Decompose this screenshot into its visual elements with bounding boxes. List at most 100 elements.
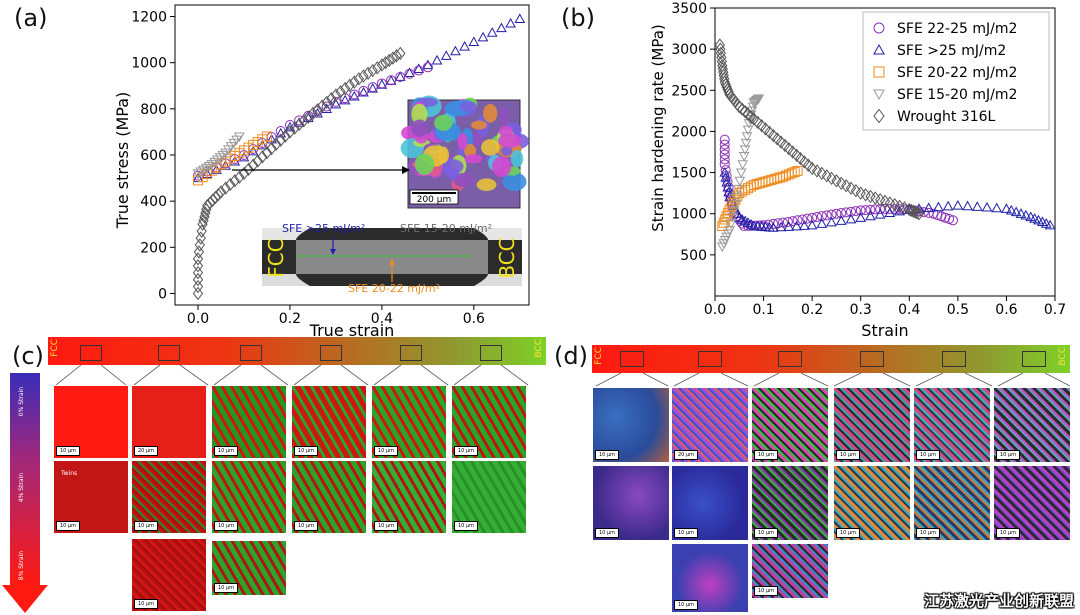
legend-label: SFE 15-20 mJ/m2 xyxy=(897,87,1017,103)
chart-a-ytick-label: 200 xyxy=(140,240,167,256)
strain-arrowhead-c xyxy=(2,585,48,613)
tile-scale-bar: 10 μm xyxy=(214,521,239,531)
inset-grain xyxy=(476,178,497,192)
chart-a-series-3 xyxy=(192,132,245,179)
ebsd-tile-d-r1: 10 μm xyxy=(913,387,991,463)
chart-a-point xyxy=(358,86,369,97)
chart-a-point xyxy=(204,196,216,210)
chart-b-point xyxy=(723,186,734,197)
chart-a-point xyxy=(372,61,383,75)
chart-b-xlabel: Strain xyxy=(861,321,908,340)
chart-a-point xyxy=(192,286,204,301)
chart-a-point xyxy=(367,82,378,93)
chart-b-point xyxy=(791,220,802,231)
chart-b-point xyxy=(727,212,738,223)
twins-label: Twins xyxy=(61,470,78,477)
chart-a-xtick-label: 0.4 xyxy=(371,311,393,327)
chart-b-point xyxy=(904,202,915,217)
chart-b-point xyxy=(739,215,751,226)
chart-b-point xyxy=(719,144,730,155)
chart-a-point xyxy=(312,103,323,117)
chart-a-ytick-label: 400 xyxy=(140,194,167,210)
ebsd-tile-d-r3: 10 μm xyxy=(671,543,749,613)
chart-b-ylabel: Strain hardening rate (MPa) xyxy=(649,24,667,231)
chart-a-point xyxy=(238,151,250,162)
chart-a-point xyxy=(234,170,245,184)
chart-a-point xyxy=(348,90,360,101)
ebsd-tile-c-r1: 10 μm xyxy=(53,385,129,459)
chart-a-point xyxy=(289,121,300,135)
chart-a-point xyxy=(477,31,489,42)
chart-b-point xyxy=(725,219,737,230)
inset-ebsd-map: 200 μm xyxy=(400,95,529,209)
chart-b-point xyxy=(944,213,955,224)
chart-a-point xyxy=(215,185,227,199)
chart-a-point xyxy=(339,81,351,96)
chart-a-point xyxy=(303,110,314,124)
chart-a-point xyxy=(298,114,309,128)
chart-b-point xyxy=(1044,219,1056,230)
tile-scale-bar: 10 μm xyxy=(754,450,779,460)
chart-b-point xyxy=(962,200,973,211)
tile-scale-bar: 10 μm xyxy=(674,528,699,538)
chart-a-point xyxy=(505,17,516,28)
chart-a-point xyxy=(193,245,205,259)
ebsd-tile-c-r2: 10 μm xyxy=(291,460,367,534)
chart-b-point xyxy=(971,201,983,211)
chart-a-point xyxy=(257,139,268,150)
inset-grain xyxy=(453,172,475,188)
tile-scale-bar: 10 μm xyxy=(836,528,861,538)
chart-b-point xyxy=(1001,203,1012,213)
inset-grain xyxy=(498,125,513,138)
inset-grain xyxy=(492,156,512,177)
chart-a-point xyxy=(326,92,337,106)
chart-a-point xyxy=(284,125,296,139)
chart-b-frame xyxy=(714,7,1056,297)
chart-a-point xyxy=(486,27,498,37)
ebsd-tile-d-r2: 10 μm xyxy=(913,465,991,541)
chart-b-point xyxy=(821,169,832,183)
chart-a-point xyxy=(459,41,470,51)
chart-b-point xyxy=(942,200,954,211)
chart-b-point xyxy=(841,179,852,193)
chart-b-point xyxy=(806,219,818,230)
inset-grain xyxy=(464,144,477,158)
chart-b-point xyxy=(874,209,886,219)
chart-b-point xyxy=(787,216,798,227)
chart-b-point xyxy=(913,207,925,221)
legend-marker xyxy=(873,66,885,78)
chart-a-point xyxy=(192,252,204,266)
chart-b-ytick-label: 3000 xyxy=(671,42,707,58)
chart-a-point xyxy=(376,78,387,89)
chart-b-point xyxy=(717,221,728,232)
chart-a-point xyxy=(280,129,291,143)
chart-b-point xyxy=(948,215,958,226)
chart-a-point xyxy=(514,13,526,23)
chart-a-ytick-label: 0 xyxy=(158,286,167,302)
chart-a-point xyxy=(199,210,210,224)
chart-b-point xyxy=(936,211,947,222)
chart-b-point xyxy=(826,209,837,220)
chart-b-ytick-label: 3500 xyxy=(671,1,707,17)
chart-a-xtick-label: 0.6 xyxy=(463,311,485,327)
chart-a-ytick-label: 1000 xyxy=(131,56,167,72)
chart-b-xtick-label: 0.6 xyxy=(995,302,1017,318)
inset-sfe-high-label: SFE >25 mJ/m² xyxy=(282,222,365,235)
chart-b-point xyxy=(850,184,861,198)
chart-b-point xyxy=(724,226,735,236)
chart-a-point xyxy=(229,155,241,166)
legend-frame xyxy=(862,11,1050,131)
inset-grain xyxy=(411,119,428,137)
tile-scale-bar: 10 μm xyxy=(374,521,399,531)
ebsd-tile-c-r2: 10 μm xyxy=(371,460,447,534)
chart-b-point xyxy=(807,161,818,176)
tile-scale-bar: 10 μm xyxy=(454,521,479,531)
chart-b-point xyxy=(835,215,847,225)
tile-scale-bar: 10 μm xyxy=(214,446,239,456)
chart-a-point xyxy=(395,72,406,82)
chart-a-point xyxy=(349,75,360,89)
chart-b-series-4 xyxy=(714,38,925,221)
legend-marker xyxy=(873,22,885,34)
chart-a-point xyxy=(330,98,342,109)
chart-b-point xyxy=(855,205,866,216)
